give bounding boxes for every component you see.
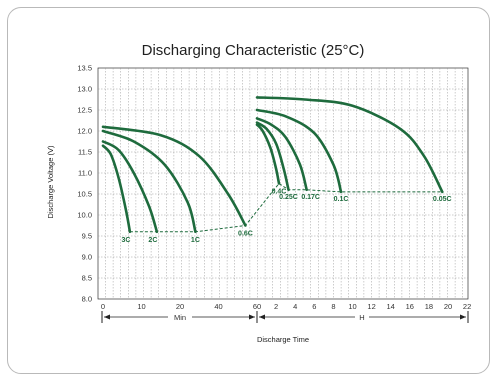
- curve-0_25C: [255, 121, 290, 192]
- x-min-tick-label: 20: [176, 302, 184, 311]
- curve-label-1C: 1C: [191, 237, 200, 244]
- y-tick-label: 9.0: [82, 253, 92, 262]
- curve-0_6C: [101, 125, 247, 227]
- x-hour-tick-label: 6: [312, 302, 316, 311]
- curve-label-3C: 3C: [121, 237, 130, 244]
- x-hour-tick-label: 20: [444, 302, 452, 311]
- curves: [101, 96, 444, 234]
- curve-label-0_6C: 0.6C: [238, 231, 253, 238]
- end-voltage-line: [129, 182, 443, 233]
- y-tick-label: 13.5: [77, 64, 92, 73]
- x-hour-tick-label: 16: [406, 302, 414, 311]
- x-min-tick-label: 10: [137, 302, 145, 311]
- arrowhead: [259, 314, 265, 320]
- axes: 13.5 13.0 12.5 12.0 11.5 11.0 10.5 10.0 9.5 9.0 8.…: [77, 64, 471, 312]
- y-axis-label: Discharge Voltage (V): [46, 145, 55, 218]
- y-tick-label: 9.5: [82, 232, 92, 241]
- arrowhead: [249, 314, 255, 320]
- x-hour-tick-label: 2: [274, 302, 278, 311]
- hour-range-label: H: [359, 313, 364, 322]
- curve-label-0_1C: 0.1C: [334, 196, 349, 203]
- curve-2C: [101, 140, 159, 234]
- x-min-tick-label: 40: [214, 302, 222, 311]
- x-hour-tick-label: 10: [348, 302, 356, 311]
- x-axis-label: Discharge Time: [257, 335, 309, 344]
- x-hour-tick-label: 14: [387, 302, 395, 311]
- x-hour-tick-label: 22: [463, 302, 471, 311]
- y-tick-label: 10.0: [77, 211, 92, 220]
- x-hour-tick-label: 18: [425, 302, 433, 311]
- x-min-tick-label: 60: [253, 302, 261, 311]
- y-tick-label: 11.5: [78, 148, 92, 157]
- y-tick-label: 13.0: [77, 85, 92, 94]
- curve-labels: 3C 2C 1C 0.6C 0.4C0.25C 0.17C 0.1C 0.05C: [121, 189, 451, 244]
- y-tick-label: 8.5: [82, 274, 92, 283]
- x-min-tick-label: 0: [101, 302, 105, 311]
- x-hour-tick-label: 8: [331, 302, 335, 311]
- y-tick-label: 12.5: [77, 106, 92, 115]
- curve-0_17C: [255, 117, 308, 192]
- curve-label-0_25C: 0.25C: [279, 194, 298, 201]
- curve-1C: [101, 129, 197, 234]
- plot-area: [97, 67, 469, 300]
- time-range-markers: Min H: [101, 311, 469, 323]
- curve-label-0_05C: 0.05C: [433, 196, 452, 203]
- y-tick-label: 11.0: [78, 169, 92, 178]
- y-tick-label: 12.0: [77, 127, 92, 136]
- min-range-label: Min: [174, 313, 186, 322]
- curve-label-0_4C: 0.4C: [272, 189, 287, 196]
- curve-label-2C: 2C: [148, 237, 157, 244]
- x-hour-tick-label: 12: [367, 302, 375, 311]
- curve-3C: [101, 144, 132, 234]
- y-tick-label: 10.5: [77, 190, 92, 199]
- x-hour-tick-label: 4: [293, 302, 297, 311]
- y-tick-label: 8.0: [82, 295, 92, 304]
- curve-label-0_17C: 0.17C: [301, 194, 320, 201]
- arrowhead: [104, 314, 110, 320]
- chart-title: Discharging Characteristic (25°C): [142, 42, 365, 59]
- curve-0_05C: [255, 96, 444, 194]
- curve-0_1C: [255, 108, 343, 194]
- grid: [97, 67, 469, 300]
- arrowhead: [460, 314, 466, 320]
- curve-0_4C: [255, 123, 281, 185]
